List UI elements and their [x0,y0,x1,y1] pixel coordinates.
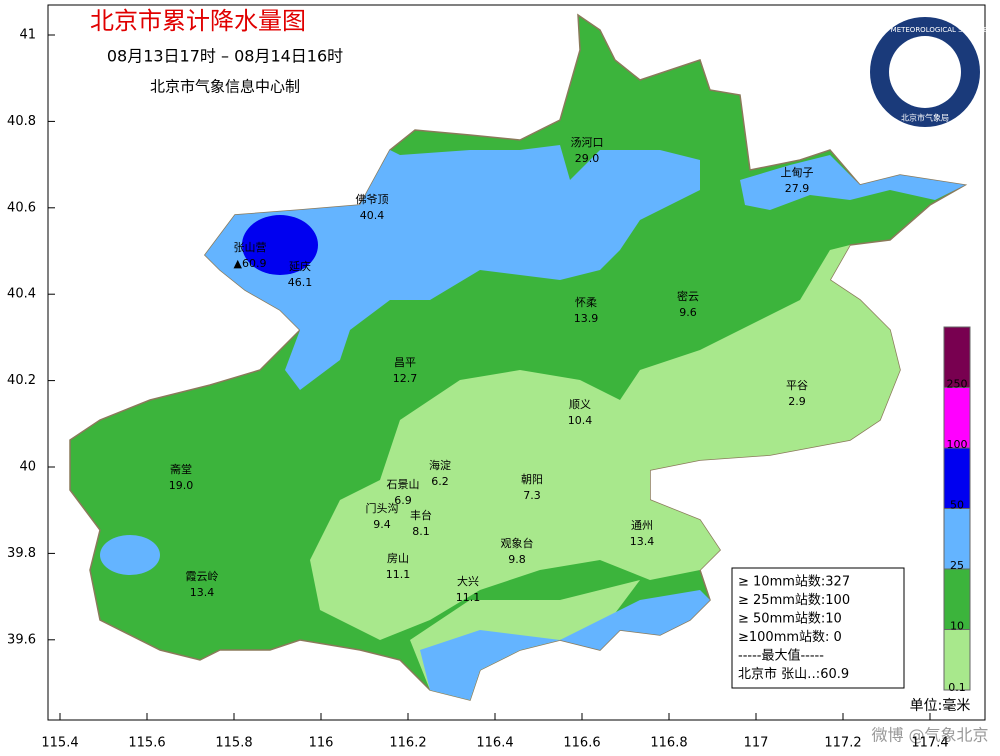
station-value: 9.6 [679,306,697,319]
station-name: 怀柔 [575,296,597,309]
station-name: 石景山 [387,478,420,491]
station-value: 11.1 [456,591,481,604]
legend-level: 0.1 [948,681,966,694]
station-value: 19.0 [169,479,194,492]
station-value: 27.9 [785,182,810,195]
stats-line: 北京市 张山‥:60.9 [738,666,849,682]
legend-level: 10 [950,620,964,633]
station-name: 密云 [677,289,699,303]
logo-inner [889,36,961,108]
station-value: 12.7 [393,372,418,385]
station-name: 通州 [631,519,653,532]
station-name: 汤河口 [571,135,604,149]
legend-swatch [943,568,971,630]
station-value: 2.9 [788,395,806,408]
legend-level: 250 [947,378,968,391]
watermark: 微博 @气象北京 [871,726,988,745]
y-tick-label: 39.6 [7,632,36,647]
region-blue-s [420,590,710,700]
stats-box [731,567,905,689]
color-legend: 0.1 10 25 50 100 250 [943,326,971,694]
title: 北京市累计降水量图 [90,7,306,35]
x-tick-label: 116.6 [563,736,600,751]
region-light [310,245,900,640]
station-name: 朝阳 [521,473,543,486]
x-tick-label: 117.4 [911,736,948,751]
station-name: 张山营 [234,240,267,254]
station-name: 上甸子 [781,166,814,179]
x-tick-label: 117.2 [824,736,861,751]
station-value: 9.8 [508,553,526,566]
station-value: 10.4 [568,414,593,427]
station-value: 9.4 [373,518,391,531]
y-tick-label: 40.4 [7,287,36,302]
station-value: 8.1 [412,525,430,538]
y-tick-label: 40.8 [7,114,36,129]
x-tick-label: 117 [744,736,769,751]
station-name: 海淀 [429,458,451,472]
x-tick-label: 116.8 [650,736,687,751]
legend-level: 25 [950,559,964,572]
region-heavy [242,215,318,275]
station-value: ▲60.9 [234,257,267,270]
station-value: 13.4 [630,535,655,548]
station-name: 丰台 [410,508,432,522]
region-blue-ne [740,155,965,210]
x-tick-label: 116.4 [476,736,513,751]
station-value: 46.1 [288,276,313,289]
y-tick-label: 39.8 [7,546,36,561]
stats-line: -----最大值----- [738,648,824,664]
station-name: 佛爷顶 [356,192,389,206]
station-name: 房山 [387,552,409,565]
station-value: 13.4 [190,586,215,599]
station-value: 11.1 [386,568,411,581]
station-name: 霞云岭 [186,569,219,583]
stats-line: ≥ 50mm站数:10 [738,612,842,627]
legend-swatch [943,387,971,449]
station-name: 平谷 [786,379,808,392]
region-blue-w [100,535,160,575]
logo-name: 北京市气象局 [901,113,949,123]
period: 08月13日17时 – 08月14日16时 [107,47,343,66]
x-tick-label: 116.2 [389,736,426,751]
station-value: 6.9 [394,494,412,507]
stats-line: ≥100mm站数: 0 [738,630,842,645]
y-tick-label: 40.2 [7,373,36,388]
stats-line: ≥ 10mm站数:327 [738,575,850,590]
legend-level: 100 [947,438,968,451]
legend-swatch [943,508,971,570]
logo-ring: BEIJING METEOROLOGICAL SERVICE [862,26,987,34]
y-tick-label: 40 [19,460,36,475]
region-blue [205,145,700,390]
station-value: 13.9 [574,312,599,325]
legend-swatch [943,326,971,388]
station-name: 延庆 [289,259,311,273]
station-value: 7.3 [523,489,541,502]
x-tick-label: 116 [309,736,334,751]
legend-swatch [943,447,971,509]
station-value: 6.2 [431,475,449,488]
station-name: 斋堂 [170,462,192,476]
station-name: 顺义 [569,398,591,411]
station-name: 昌平 [394,356,416,369]
station-value: 40.4 [360,209,385,222]
x-tick-label: 115.8 [215,736,252,751]
y-tick-label: 40.6 [7,200,36,215]
station-name: 大兴 [457,574,479,588]
producer: 北京市气象信息中心制 [150,78,300,96]
x-tick-label: 115.4 [41,736,78,751]
y-tick-label: 41 [19,28,36,43]
station-name: 门头沟 [366,501,399,515]
stats-line: ≥ 25mm站数:100 [738,593,850,608]
legend-level: 50 [950,499,964,512]
station-value: 29.0 [575,152,600,165]
unit: 单位:毫米 [910,697,971,714]
station-name: 观象台 [501,536,534,550]
map-regions [69,13,968,701]
x-tick-label: 115.6 [128,736,165,751]
